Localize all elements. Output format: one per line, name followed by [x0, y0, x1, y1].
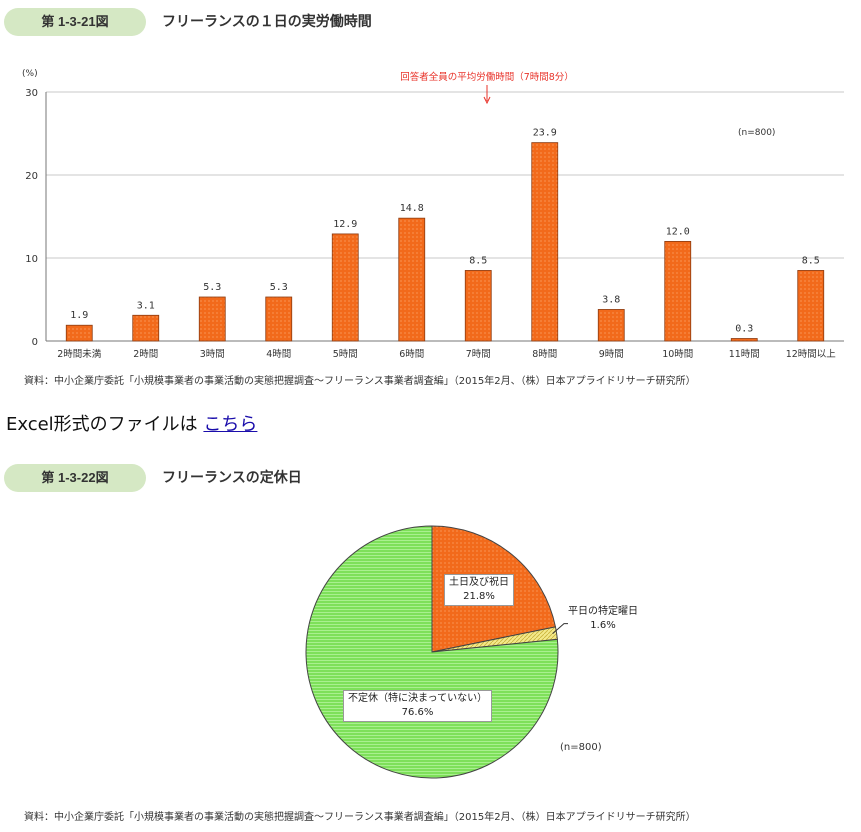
data-label: 23.9	[533, 128, 557, 139]
pie-label-weekday-name: 平日の特定曜日	[568, 606, 638, 617]
figure2-title: フリーランスの定休日	[162, 470, 302, 486]
data-label: 5.3	[270, 282, 288, 293]
excel-prefix: Excel形式のファイルは	[6, 414, 198, 435]
data-label: 12.0	[666, 226, 690, 237]
y-tick-label: 10	[25, 254, 38, 265]
x-tick-label: 6時間	[399, 349, 424, 360]
data-label: 8.5	[802, 255, 820, 266]
figure2-header: 第 1-3-22図 フリーランスの定休日	[4, 464, 604, 494]
pie-chart	[305, 525, 568, 779]
figure1-badge: 第 1-3-21図	[4, 8, 146, 36]
bar	[132, 314, 160, 342]
bar	[664, 240, 692, 342]
y-tick-label: 20	[25, 171, 38, 182]
figure1-source: 資料：中小企業庁委託「小規模事業者の事業活動の実態把握調査～フリーランス事業者調…	[24, 376, 696, 387]
y-tick-label: 0	[32, 337, 38, 348]
data-label: 12.9	[333, 219, 357, 230]
pie-leader-line	[552, 623, 568, 635]
bar-n-label: (n=800)	[738, 128, 775, 138]
figure1-header: 第 1-3-21図 フリーランスの１日の実労働時間	[4, 8, 604, 38]
x-tick-label: 5時間	[333, 349, 358, 360]
data-label: 5.3	[203, 282, 221, 293]
excel-line: Excel形式のファイルは こちら	[6, 410, 257, 436]
data-label: 3.8	[602, 294, 620, 305]
bar	[531, 142, 559, 342]
x-tick-label: 10時間	[662, 349, 693, 360]
data-label: 1.9	[70, 310, 88, 321]
x-tick-label: 11時間	[729, 349, 760, 360]
y-tick-label: 30	[25, 88, 38, 99]
bar	[398, 217, 426, 342]
data-label: 14.8	[400, 203, 424, 214]
bar	[331, 233, 359, 342]
x-tick-label: 3時間	[200, 349, 225, 360]
figure2-badge: 第 1-3-22図	[4, 464, 146, 492]
pie-label-weekends: 土日及び祝日 21.8%	[444, 574, 514, 606]
figure1-title: フリーランスの１日の実労働時間	[162, 14, 372, 30]
data-label: 0.3	[735, 324, 753, 335]
x-tick-label: 7時間	[466, 349, 491, 360]
excel-download-link[interactable]: こちら	[203, 414, 258, 435]
bar	[730, 338, 758, 342]
bar	[265, 296, 293, 342]
pie-label-irregular-name: 不定休（特に決まっていない）	[348, 693, 488, 704]
pie-label-weekday: 平日の特定曜日 1.6%	[568, 605, 638, 633]
bar	[65, 324, 93, 342]
x-tick-label: 2時間未満	[57, 348, 102, 360]
bar-chart: 0 10 20 30 (%) 1.9 2時間未満 3.1 2時間 5.3 3時間 5.3 4時間 12.9…	[22, 69, 844, 360]
x-tick-label: 9時間	[599, 349, 624, 360]
pie-n-label: (n=800)	[560, 742, 602, 753]
data-label: 8.5	[469, 255, 487, 266]
x-tick-label: 2時間	[133, 349, 158, 360]
pie-label-weekday-value: 1.6%	[590, 620, 616, 631]
average-annotation: 回答者全員の平均労働時間（7時間8分）	[400, 71, 574, 83]
annotation-arrow-head	[483, 96, 491, 105]
pie-label-irregular-value: 76.6%	[401, 707, 434, 718]
y-unit-label: (%)	[22, 69, 38, 79]
pie-label-irregular: 不定休（特に決まっていない） 76.6%	[343, 690, 493, 722]
x-tick-label: 12時間以上	[786, 349, 837, 360]
bar	[464, 270, 492, 342]
pie-label-weekends-name: 土日及び祝日	[449, 577, 509, 588]
data-label: 3.1	[137, 300, 155, 311]
bar	[597, 309, 625, 342]
bar	[198, 296, 226, 342]
pie-label-weekends-value: 21.8%	[463, 591, 495, 602]
figure2-source: 資料：中小企業庁委託「小規模事業者の事業活動の実態把握調査～フリーランス事業者調…	[24, 812, 696, 823]
x-tick-label: 8時間	[532, 349, 557, 360]
x-tick-label: 4時間	[266, 349, 291, 360]
bar	[797, 270, 825, 342]
